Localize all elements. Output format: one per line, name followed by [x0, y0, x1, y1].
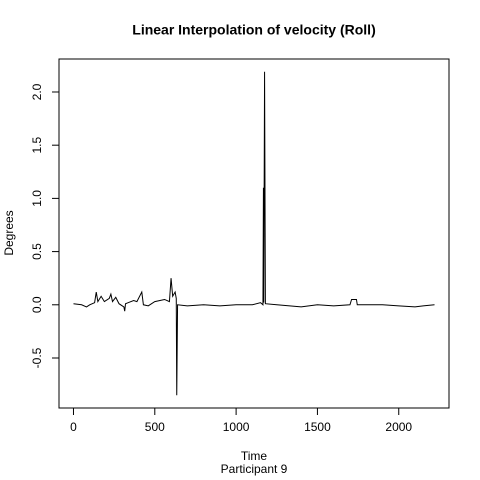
x-tick-label: 1500: [304, 420, 331, 434]
x-tick-label: 500: [145, 420, 165, 434]
x-tick-label: 1000: [223, 420, 250, 434]
y-tick-label: 2.0: [30, 83, 44, 100]
x-tick-label: 2000: [385, 420, 412, 434]
y-tick-label: -0.5: [30, 347, 44, 368]
x-tick-label: 0: [70, 420, 77, 434]
y-tick-label: 0.0: [30, 296, 44, 313]
subtitle: Participant 9: [221, 462, 288, 476]
data-line: [73, 71, 435, 396]
y-tick-label: 0.5: [30, 243, 44, 260]
x-axis-label: Time: [241, 449, 268, 463]
chart-title: Linear Interpolation of velocity (Roll): [132, 22, 375, 38]
y-tick-label: 1.5: [30, 137, 44, 154]
plot-frame: [58, 58, 450, 409]
y-axis-label: Degrees: [2, 210, 16, 255]
y-tick-label: 1.0: [30, 190, 44, 207]
